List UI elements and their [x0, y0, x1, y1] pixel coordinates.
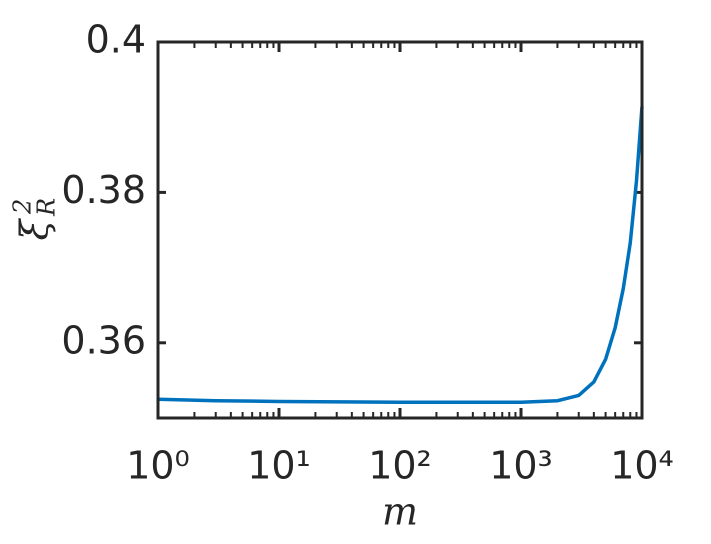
x-tick-label: 10⁰	[126, 444, 190, 488]
x-tick-label: 10²	[368, 444, 432, 488]
y-label-sup: 2	[9, 199, 37, 215]
y-tick-label: 0.36	[61, 318, 146, 362]
y-label-sub: R	[33, 198, 61, 217]
y-tick-label: 0.38	[61, 168, 146, 212]
x-tick-label: 10⁴	[610, 444, 674, 488]
x-axis-label: m	[382, 490, 418, 534]
plot-frame	[156, 40, 644, 420]
data-line	[157, 106, 644, 404]
y-label-base: ξ	[13, 217, 57, 240]
y-axis-label: ξ 2 R	[9, 198, 61, 241]
x-tick-label: 10³	[489, 444, 553, 488]
y-tick-label: 0.4	[86, 18, 146, 62]
minor-ticks	[193, 42, 638, 418]
x-tick-label: 10¹	[247, 444, 311, 488]
